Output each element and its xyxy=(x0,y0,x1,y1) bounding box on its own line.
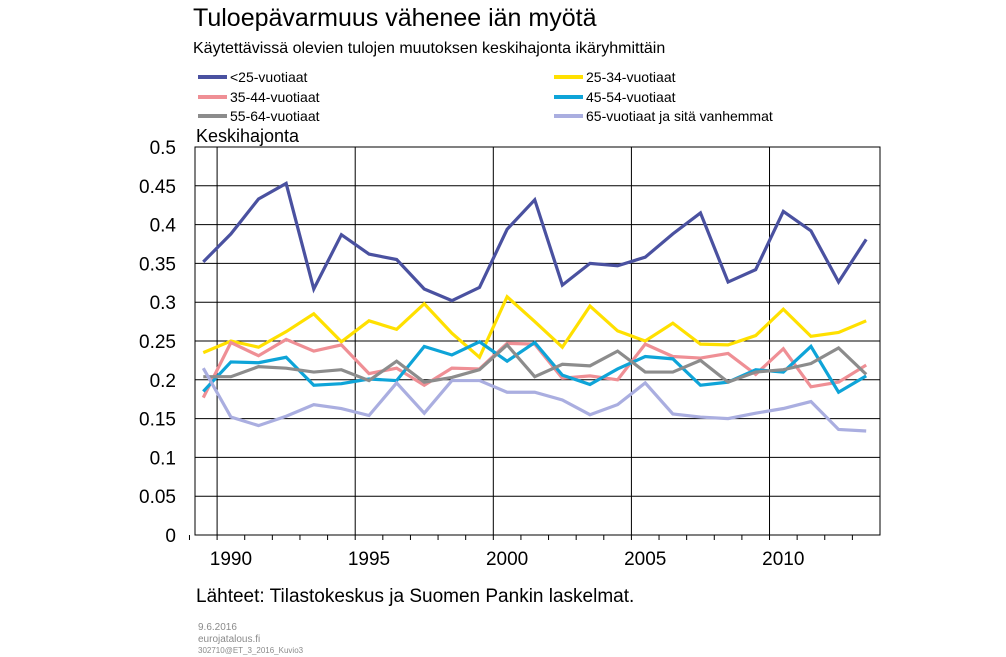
legend-swatch-65plus xyxy=(554,114,583,118)
x-tick-label: 1995 xyxy=(348,549,390,570)
y-tick-label: 0.1 xyxy=(150,448,176,469)
source-note: Lähteet: Tilastokeskus ja Suomen Pankin … xyxy=(196,586,635,607)
legend-label-45-54: 45-54-vuotiaat xyxy=(586,89,676,105)
y-tick-label: 0.3 xyxy=(150,293,176,314)
legend-swatch-35-44 xyxy=(198,95,227,99)
series-25-34-line xyxy=(202,294,867,360)
y-tick-label: 0.35 xyxy=(139,254,176,275)
series-35-44-line xyxy=(201,337,868,399)
legend-item-45-54: 45-54-vuotiaat xyxy=(554,88,676,106)
y-tick-label: 0.25 xyxy=(139,332,176,353)
footer-site: eurojatalous.fi xyxy=(198,634,261,645)
y-tick-label: 0 xyxy=(165,526,176,547)
x-tick-label: 2010 xyxy=(762,549,804,570)
footer-date: 9.6.2016 xyxy=(198,622,237,633)
series-65plus-line xyxy=(201,367,867,433)
series-55-64-line xyxy=(203,342,868,384)
chart-title: Tuloepävarmuus vähenee iän myötä xyxy=(193,4,597,32)
x-tick-label: 2000 xyxy=(486,549,528,570)
legend-label-65plus: 65-vuotiaat ja sitä vanhemmat xyxy=(586,108,773,124)
legend-label-under25: <25-vuotiaat xyxy=(230,69,308,85)
y-tick-label: 0.15 xyxy=(139,410,176,431)
y-tick-label: 0.5 xyxy=(150,138,176,159)
plot-frame xyxy=(194,146,881,536)
y-axis-label: Keskihajonta xyxy=(196,126,300,146)
legend-item-25-34: 25-34-vuotiaat xyxy=(554,68,676,86)
legend-item-under25: <25-vuotiaat xyxy=(198,68,307,86)
y-tick-label: 0.2 xyxy=(150,371,176,392)
series-under25-line xyxy=(202,181,868,303)
x-tick-label: 1990 xyxy=(210,549,252,570)
chart-subtitle: Käytettävissä olevien tulojen muutoksen … xyxy=(193,40,666,57)
legend-label-55-64: 55-64-vuotiaat xyxy=(230,108,320,124)
legend-item-65plus: 65-vuotiaat ja sitä vanhemmat xyxy=(554,107,773,125)
legend-label-35-44: 35-44-vuotiaat xyxy=(230,89,320,105)
legend-swatch-55-64 xyxy=(198,114,227,118)
y-tick-label: 0.4 xyxy=(150,216,177,237)
y-tick-label: 0.45 xyxy=(139,177,176,198)
legend-item-55-64: 55-64-vuotiaat xyxy=(198,107,320,125)
y-tick-label: 0.05 xyxy=(139,487,176,508)
series-45-54-line xyxy=(202,339,868,395)
footer-code: 302710@ET_3_2016_Kuvio3 xyxy=(198,646,304,655)
x-tick-label: 2005 xyxy=(624,549,666,570)
legend-item-35-44: 35-44-vuotiaat xyxy=(198,88,320,106)
legend-swatch-25-34 xyxy=(554,75,583,79)
legend-swatch-45-54 xyxy=(554,95,583,99)
legend-swatch-under25 xyxy=(198,75,227,79)
legend-label-25-34: 25-34-vuotiaat xyxy=(586,69,676,85)
